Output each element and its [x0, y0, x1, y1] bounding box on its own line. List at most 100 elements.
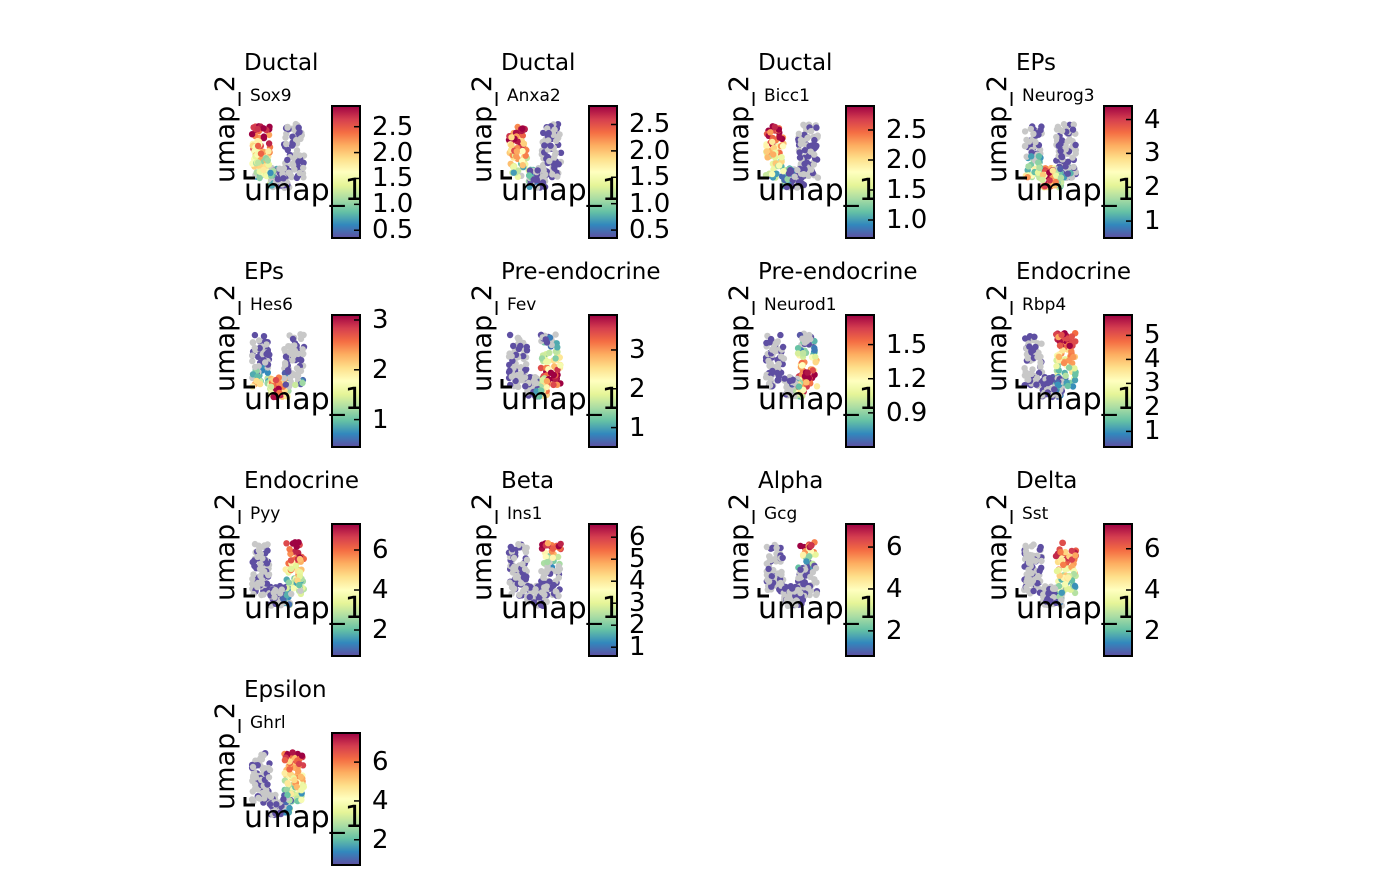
- cell-point: [797, 589, 804, 597]
- cell-point: [543, 358, 550, 366]
- cell-point: [277, 809, 284, 816]
- cell-point: [764, 154, 771, 161]
- cell-point: [519, 588, 527, 595]
- gene-label: Ghrl: [250, 713, 286, 733]
- cell-point: [260, 125, 267, 132]
- cell-point: [1055, 353, 1063, 361]
- cell-point: [1034, 353, 1041, 361]
- cell-point: [1028, 348, 1035, 355]
- cell-point: [550, 371, 558, 379]
- cell-point: [1030, 587, 1037, 595]
- cell-point: [260, 133, 268, 140]
- colorbar-tick-label: 2.5: [886, 115, 928, 145]
- colorbar-tick-label: 5: [1144, 320, 1161, 351]
- cell-point: [530, 599, 537, 606]
- panel-title: EPs: [244, 259, 284, 285]
- cell-point: [1026, 343, 1033, 350]
- cell-point: [544, 540, 552, 547]
- cell-point: [1022, 548, 1030, 555]
- cell-point: [798, 362, 806, 369]
- cell-point: [1070, 163, 1077, 171]
- cell-point: [1072, 141, 1079, 149]
- cell-point: [285, 368, 292, 375]
- cell-point: [255, 547, 262, 554]
- cell-point: [254, 125, 261, 133]
- umap-scatter-plot: [243, 314, 361, 448]
- cell-point: [778, 571, 785, 578]
- cell-point: [1041, 183, 1049, 190]
- cell-point: [538, 568, 545, 575]
- cell-point: [803, 558, 810, 565]
- colorbar-tick-label: 1: [1144, 416, 1161, 447]
- cell-point: [1057, 165, 1064, 172]
- cell-point: [557, 149, 565, 156]
- cell-point: [1039, 171, 1047, 178]
- cell-point: [1071, 582, 1079, 590]
- cell-point: [1031, 333, 1038, 340]
- gene-label: Pyy: [250, 504, 281, 524]
- cell-point: [282, 381, 289, 388]
- cell-point: [291, 347, 299, 354]
- gene-label: Fev: [507, 295, 537, 315]
- cell-point: [552, 331, 559, 338]
- cell-point: [1071, 365, 1078, 372]
- cell-point: [800, 386, 807, 394]
- cell-point: [552, 588, 559, 595]
- colorbar-tick-label: 1.2: [886, 363, 928, 394]
- cell-point: [510, 342, 517, 350]
- cell-point: [555, 592, 562, 600]
- feature-plot-panel: Beta umap_2 1 2 3 4 5 6 Ins1 umap_1: [457, 468, 712, 673]
- cell-point: [793, 184, 801, 191]
- cell-point: [777, 331, 784, 339]
- cell-point: [296, 581, 303, 589]
- cell-point: [297, 773, 305, 780]
- cell-point: [250, 772, 257, 779]
- colorbar: [845, 523, 875, 657]
- cell-point: [286, 374, 294, 381]
- cell-point: [1060, 121, 1068, 128]
- cell-point: [257, 150, 265, 157]
- colorbar-tick-label: 2.5: [629, 109, 671, 140]
- cell-point: [284, 791, 291, 799]
- colorbar: [588, 523, 618, 657]
- cell-point: [1036, 546, 1043, 553]
- cell-point: [283, 540, 290, 547]
- cell-point: [254, 159, 262, 166]
- cell-point: [788, 183, 796, 190]
- cell-point: [811, 136, 818, 144]
- cell-point: [249, 357, 256, 365]
- cell-point: [296, 169, 303, 177]
- cell-point: [520, 574, 528, 581]
- colorbar-tick-label: 0.5: [629, 215, 671, 246]
- panel-title: Alpha: [758, 468, 824, 494]
- cell-point: [546, 157, 553, 165]
- cell-point: [771, 348, 779, 355]
- cell-point: [532, 586, 539, 593]
- colorbar: [1103, 314, 1133, 448]
- cell-point: [263, 560, 271, 567]
- cell-point: [284, 123, 291, 131]
- gene-label: Ins1: [507, 504, 543, 524]
- cell-point: [549, 545, 557, 552]
- cell-point: [1030, 130, 1037, 137]
- cell-point: [548, 341, 555, 349]
- umap-scatter-plot: [500, 105, 618, 239]
- cell-point: [280, 796, 287, 803]
- cell-point: [509, 546, 516, 553]
- axis-corner-arrows: [757, 170, 769, 180]
- cell-point: [297, 367, 305, 375]
- cell-point: [803, 379, 810, 386]
- cell-point: [273, 801, 280, 808]
- cell-point: [287, 565, 295, 573]
- cell-point: [794, 350, 802, 357]
- cell-point: [783, 183, 790, 191]
- cell-point: [523, 343, 530, 351]
- cell-point: [522, 549, 530, 556]
- cell-point: [292, 562, 300, 570]
- cell-point: [813, 124, 820, 131]
- cell-point: [1049, 585, 1057, 592]
- cell-point: [1068, 556, 1076, 563]
- cell-point: [1021, 143, 1029, 150]
- cell-point: [774, 377, 782, 384]
- colorbar-tick-label: 2: [372, 824, 389, 855]
